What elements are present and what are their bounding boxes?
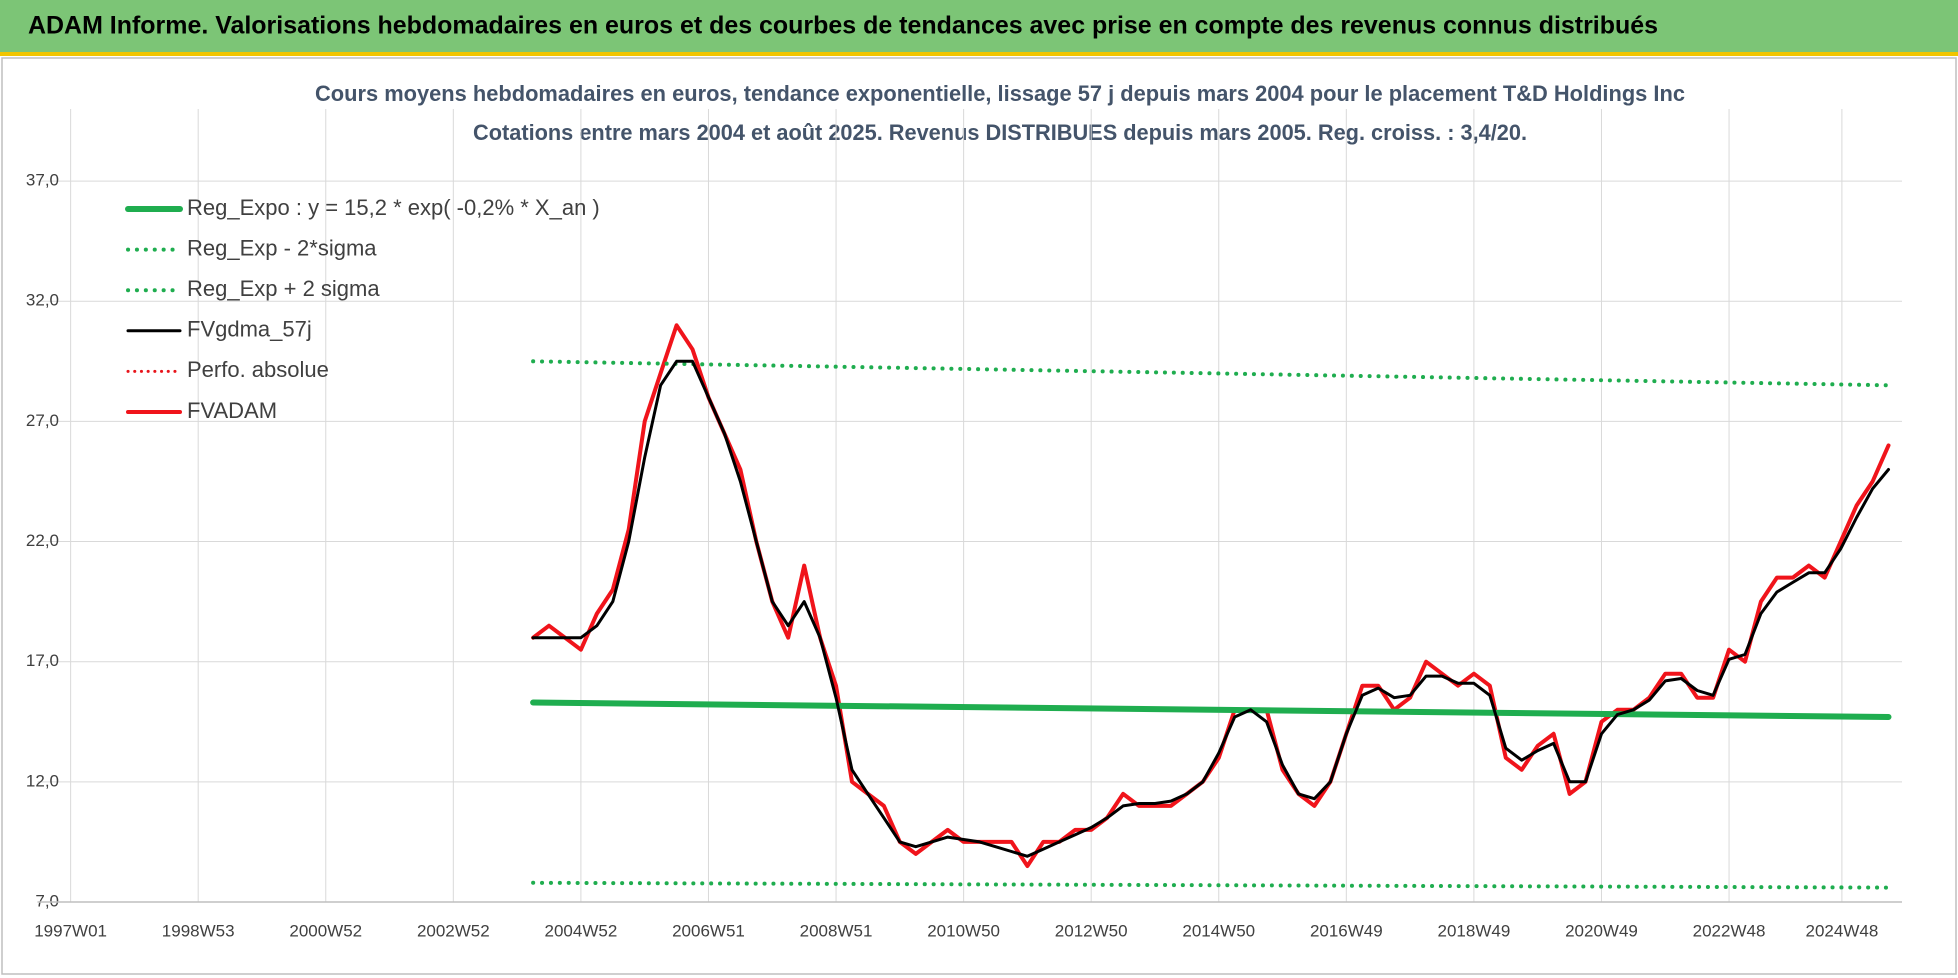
- x-tick-label: 2008W51: [800, 921, 873, 940]
- legend-label: Reg_Exp + 2 sigma: [187, 276, 380, 301]
- x-tick-label: 2014W50: [1182, 921, 1255, 940]
- chart-frame: [1, 57, 1957, 975]
- y-tick-label: 22,0: [26, 531, 59, 550]
- legend-label: FVgdma_57j: [187, 317, 312, 342]
- x-tick-label: 2018W49: [1438, 921, 1511, 940]
- x-tick-label: 2006W51: [672, 921, 745, 940]
- series-line: [531, 880, 1891, 890]
- legend-label: Reg_Exp - 2*sigma: [187, 235, 377, 260]
- y-tick-label: 17,0: [26, 651, 59, 670]
- legend: Reg_Expo : y = 15,2 * exp( -0,2% * X_an …: [125, 195, 600, 423]
- x-tick-label: 2002W52: [417, 921, 490, 940]
- chart-title: Cours moyens hebdomadaires en euros, ten…: [315, 81, 1685, 106]
- y-tick-label: 7,0: [35, 891, 59, 910]
- header-bar: [0, 0, 1958, 52]
- legend-label: Reg_Expo : y = 15,2 * exp( -0,2% * X_an …: [187, 195, 600, 220]
- legend-label: FVADAM: [187, 398, 277, 423]
- header-accent: [0, 52, 1958, 56]
- series-line: [531, 359, 1891, 388]
- x-tick-label: 2012W50: [1055, 921, 1128, 940]
- chart-subtitle: Cotations entre mars 2004 et août 2025. …: [473, 120, 1527, 145]
- x-tick-label: 1998W53: [162, 921, 235, 940]
- x-tick-label: 2024W48: [1806, 921, 1879, 940]
- y-tick-label: 27,0: [26, 411, 59, 430]
- x-tick-label: 2004W52: [545, 921, 618, 940]
- x-tick-label: 2010W50: [927, 921, 1000, 940]
- header-title: ADAM Informe. Valorisations hebdomadaire…: [28, 12, 1658, 40]
- y-tick-label: 37,0: [26, 171, 59, 190]
- legend-label: Perfo. absolue: [187, 357, 329, 382]
- x-tick-label: 2016W49: [1310, 921, 1383, 940]
- grid: 7,0 12,0 17,0 22,0 27,0 32,0 37,0 1997W01 1998W5…: [26, 109, 1902, 940]
- y-tick-label: 12,0: [26, 771, 59, 790]
- series-line: [531, 359, 1890, 858]
- x-tick-label: 2000W52: [289, 921, 362, 940]
- x-tick-label: 2020W49: [1565, 921, 1638, 940]
- x-tick-label: 2022W48: [1693, 921, 1766, 940]
- series-line: [530, 699, 1892, 720]
- y-tick-label: 32,0: [26, 291, 59, 310]
- plot: [530, 323, 1892, 890]
- x-tick-label: 1997W01: [34, 921, 107, 940]
